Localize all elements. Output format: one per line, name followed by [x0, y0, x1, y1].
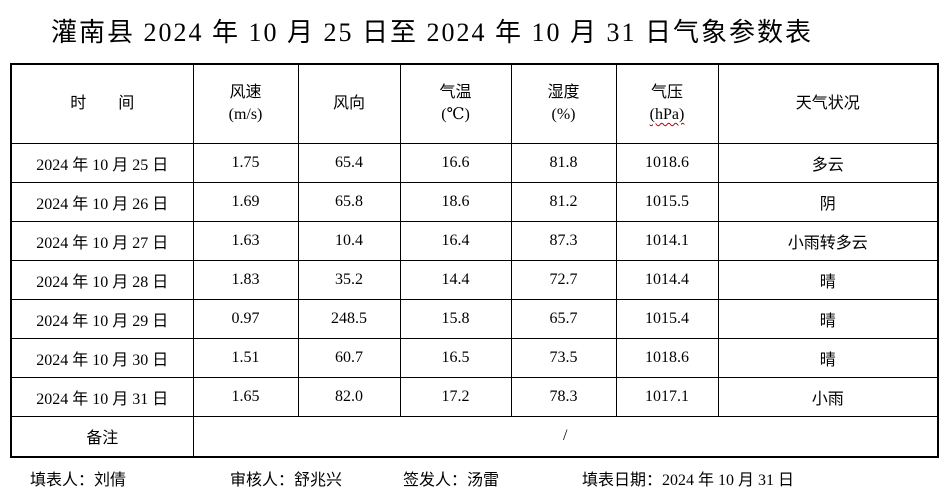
- col-header-time: 时 间: [10, 63, 194, 144]
- cell-temperature: 17.2: [399, 376, 512, 417]
- col-header-wind-direction-label: 风向: [332, 94, 365, 112]
- remark-value-cell: /: [192, 415, 939, 458]
- cell-temperature: 15.8: [399, 298, 512, 339]
- cell-pressure: 1018.6: [615, 142, 719, 183]
- col-header-weather: 天气状况: [717, 63, 939, 144]
- cell-date: 2024 年 10 月 28 日: [10, 259, 194, 300]
- table-row: 2024 年 10 月 25 日 1.75 65.4 16.6 81.8 101…: [10, 142, 939, 183]
- cell-wind-speed: 1.51: [192, 337, 299, 378]
- cell-date: 2024 年 10 月 27 日: [10, 220, 194, 261]
- cell-temperature: 14.4: [399, 259, 512, 300]
- table-header-row: 时 间 风速 (m/s) 风向 气温 (℃) 湿度 (%): [10, 63, 939, 144]
- cell-humidity: 73.5: [510, 337, 617, 378]
- cell-weather: 小雨: [717, 376, 939, 417]
- cell-humidity: 81.2: [510, 181, 617, 222]
- col-header-wind-speed-unit: (m/s): [228, 105, 263, 123]
- cell-weather: 小雨转多云: [717, 220, 939, 261]
- cell-humidity: 65.7: [510, 298, 617, 339]
- cell-humidity: 87.3: [510, 220, 617, 261]
- cell-weather: 晴: [717, 337, 939, 378]
- weather-table: 时 间 风速 (m/s) 风向 气温 (℃) 湿度 (%): [10, 63, 939, 458]
- cell-pressure: 1017.1: [615, 376, 719, 417]
- cell-wind-direction: 65.4: [297, 142, 401, 183]
- table-row: 2024 年 10 月 31 日 1.65 82.0 17.2 78.3 101…: [10, 376, 939, 417]
- table-row: 2024 年 10 月 26 日 1.69 65.8 18.6 81.2 101…: [10, 181, 939, 222]
- cell-pressure: 1014.1: [615, 220, 719, 261]
- cell-wind-direction: 35.2: [297, 259, 401, 300]
- col-header-humidity-unit: (%): [551, 105, 576, 123]
- cell-wind-speed: 1.63: [192, 220, 299, 261]
- cell-date: 2024 年 10 月 29 日: [10, 298, 194, 339]
- cell-weather: 多云: [717, 142, 939, 183]
- col-header-temperature: 气温 (℃): [399, 63, 512, 144]
- table-row: 2024 年 10 月 28 日 1.83 35.2 14.4 72.7 101…: [10, 259, 939, 300]
- cell-wind-direction: 10.4: [297, 220, 401, 261]
- cell-humidity: 78.3: [510, 376, 617, 417]
- cell-wind-speed: 1.65: [192, 376, 299, 417]
- fill-date-label: 填表日期：2024 年 10 月 31 日: [582, 472, 795, 489]
- cell-wind-speed: 1.83: [192, 259, 299, 300]
- table-row: 2024 年 10 月 30 日 1.51 60.7 16.5 73.5 101…: [10, 337, 939, 378]
- remark-label-cell: 备注: [10, 415, 194, 458]
- col-header-weather-label: 天气状况: [795, 94, 860, 112]
- cell-temperature: 16.4: [399, 220, 512, 261]
- cell-temperature: 16.6: [399, 142, 512, 183]
- cell-date: 2024 年 10 月 30 日: [10, 337, 194, 378]
- cell-humidity: 81.8: [510, 142, 617, 183]
- preparer-label: 填表人：刘倩: [30, 472, 127, 489]
- cell-wind-speed: 0.97: [192, 298, 299, 339]
- cell-date: 2024 年 10 月 25 日: [10, 142, 194, 183]
- cell-temperature: 18.6: [399, 181, 512, 222]
- cell-weather: 晴: [717, 298, 939, 339]
- col-header-wind-speed: 风速 (m/s): [192, 63, 299, 144]
- cell-wind-speed: 1.75: [192, 142, 299, 183]
- cell-date: 2024 年 10 月 31 日: [10, 376, 194, 417]
- cell-weather: 阴: [717, 181, 939, 222]
- page-title: 灌南县 2024 年 10 月 25 日至 2024 年 10 月 31 日气象…: [50, 18, 813, 47]
- remark-row: 备注 /: [10, 415, 939, 458]
- col-header-wind-speed-label: 风速: [229, 83, 262, 101]
- cell-wind-speed: 1.69: [192, 181, 299, 222]
- cell-wind-direction: 82.0: [297, 376, 401, 417]
- cell-wind-direction: 60.7: [297, 337, 401, 378]
- table-row: 2024 年 10 月 27 日 1.63 10.4 16.4 87.3 101…: [10, 220, 939, 261]
- col-header-humidity: 湿度 (%): [510, 63, 617, 144]
- col-header-temperature-unit: (℃): [441, 105, 470, 123]
- cell-wind-direction: 248.5: [297, 298, 401, 339]
- pressure-unit-spellcheck-underline: (hPa): [649, 105, 685, 123]
- cell-weather: 晴: [717, 259, 939, 300]
- cell-temperature: 16.5: [399, 337, 512, 378]
- cell-pressure: 1018.6: [615, 337, 719, 378]
- issuer-label: 签发人：汤雷: [403, 472, 500, 489]
- cell-humidity: 72.7: [510, 259, 617, 300]
- col-header-pressure: 气压 (hPa): [615, 63, 719, 144]
- col-header-time-label: 时 间: [70, 94, 135, 112]
- cell-date: 2024 年 10 月 26 日: [10, 181, 194, 222]
- cell-pressure: 1014.4: [615, 259, 719, 300]
- footer: 填表人：刘倩 审核人：舒兆兴 签发人：汤雷 填表日期：2024 年 10 月 3…: [0, 466, 946, 490]
- col-header-temperature-label: 气温: [439, 83, 472, 101]
- cell-pressure: 1015.5: [615, 181, 719, 222]
- col-header-pressure-unit: (hPa): [617, 104, 717, 126]
- col-header-pressure-label: 气压: [650, 83, 683, 101]
- cell-wind-direction: 65.8: [297, 181, 401, 222]
- col-header-wind-direction: 风向: [297, 63, 401, 144]
- cell-pressure: 1015.4: [615, 298, 719, 339]
- col-header-humidity-label: 湿度: [547, 83, 580, 101]
- reviewer-label: 审核人：舒兆兴: [230, 472, 343, 489]
- table-row: 2024 年 10 月 29 日 0.97 248.5 15.8 65.7 10…: [10, 298, 939, 339]
